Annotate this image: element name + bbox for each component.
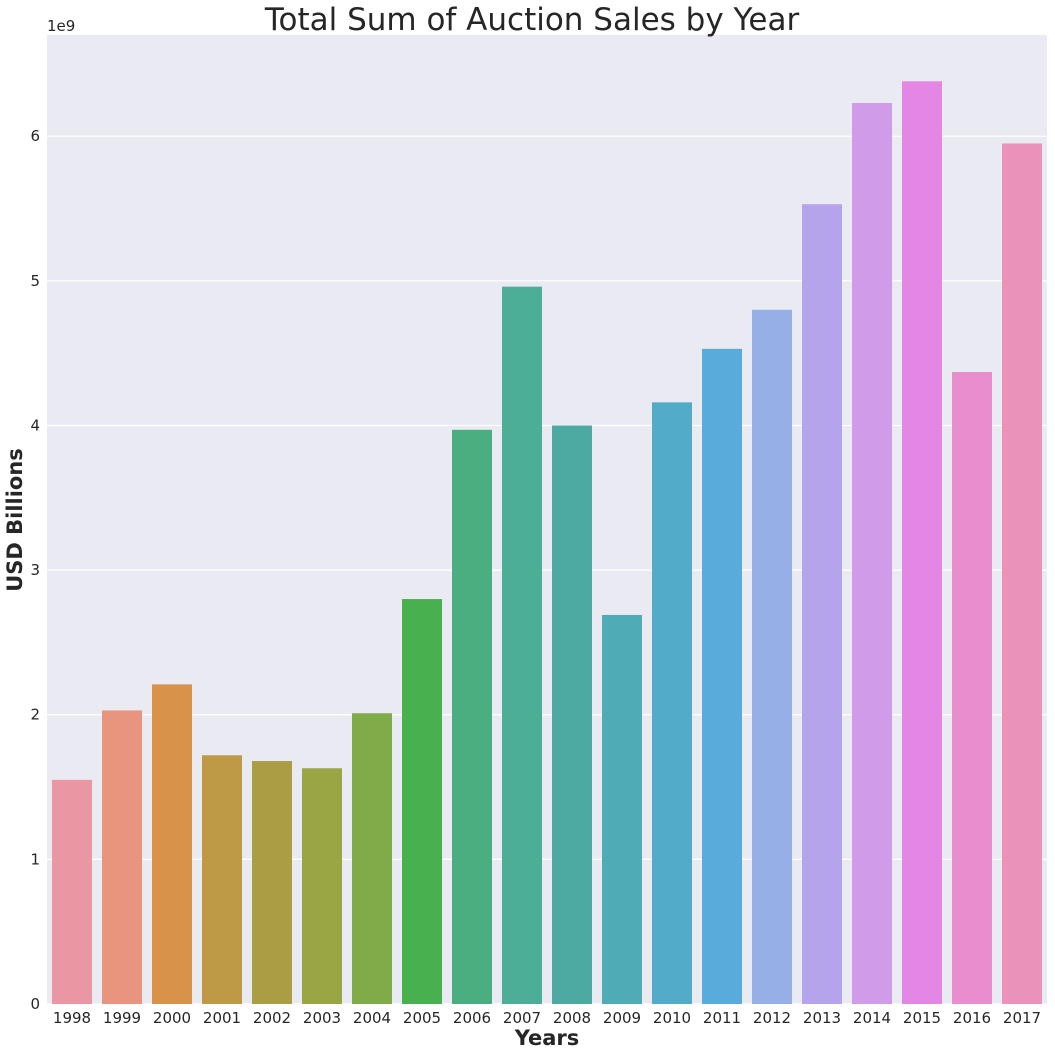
plot-background	[47, 35, 1047, 1004]
bar-1998	[52, 779, 92, 1004]
bar-2008	[552, 425, 592, 1004]
bar-2013	[802, 204, 842, 1004]
y-axis-offset-label: 1e9	[47, 17, 75, 35]
bar-2014	[852, 102, 892, 1005]
chart-title: Total Sum of Auction Sales by Year	[264, 2, 800, 38]
y-tick-label: 4	[30, 416, 40, 434]
y-tick-label: 3	[30, 561, 40, 579]
x-tick-label: 2015	[903, 1009, 941, 1027]
x-tick-label: 2010	[653, 1009, 691, 1027]
x-tick-label: 2012	[753, 1009, 791, 1027]
x-tick-label: 2009	[603, 1009, 641, 1027]
x-tick-label: 2004	[353, 1009, 391, 1027]
x-tick-label: 2008	[553, 1009, 591, 1027]
y-tick-label: 2	[30, 706, 40, 724]
x-tick-label: 2013	[803, 1009, 841, 1027]
bar-2007	[502, 286, 542, 1004]
bar-2001	[202, 755, 242, 1004]
y-tick-label: 6	[30, 127, 40, 145]
bar-2011	[702, 348, 742, 1004]
x-tick-label: 2017	[1003, 1009, 1041, 1027]
x-tick-label: 2000	[153, 1009, 191, 1027]
x-tick-label: 2007	[503, 1009, 541, 1027]
bar-2010	[652, 402, 692, 1004]
x-tick-label: 2003	[303, 1009, 341, 1027]
x-tick-label: 2006	[453, 1009, 491, 1027]
x-tick-label: 2002	[253, 1009, 291, 1027]
y-tick-label: 0	[30, 995, 40, 1013]
x-tick-labels: 1998 1999 2000 2001 2002 2003 2004 2005 2006 2007…	[53, 1009, 1041, 1027]
y-tick-label: 1	[30, 850, 40, 868]
bars	[52, 81, 1042, 1005]
y-axis-label: USD Billions	[3, 448, 27, 592]
bar-2016	[952, 371, 992, 1004]
y-tick-labels: 0 1 2 3 4 5 6	[30, 127, 40, 1013]
x-tick-label: 2001	[203, 1009, 241, 1027]
bar-2004	[352, 713, 392, 1004]
bar-2009	[602, 614, 642, 1004]
x-tick-label: 2016	[953, 1009, 991, 1027]
bar-2002	[252, 761, 292, 1004]
x-tick-label: 2014	[853, 1009, 891, 1027]
bar-1999	[102, 710, 142, 1004]
x-tick-label: 1999	[103, 1009, 141, 1027]
bar-2006	[452, 429, 492, 1005]
bar-2003	[302, 768, 342, 1004]
bar-2000	[152, 684, 192, 1004]
bar-2017	[1002, 143, 1042, 1004]
x-tick-label: 2005	[403, 1009, 441, 1027]
bar-2012	[752, 309, 792, 1005]
bar-2005	[402, 599, 442, 1004]
x-tick-label: 2011	[703, 1009, 741, 1027]
x-axis-label: Years	[514, 1026, 580, 1050]
x-tick-label: 1998	[53, 1009, 91, 1027]
bar-2015	[902, 81, 942, 1005]
y-tick-label: 5	[30, 272, 40, 290]
